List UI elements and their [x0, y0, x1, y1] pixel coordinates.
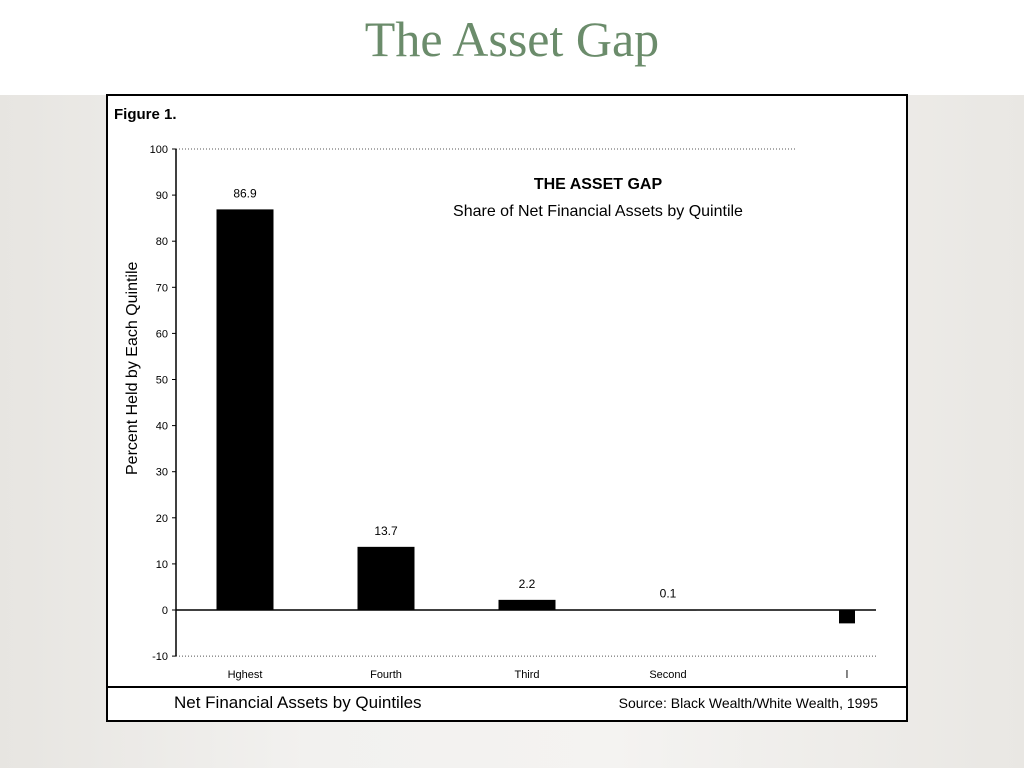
- figure-footer: Net Financial Assets by Quintiles Source…: [108, 686, 906, 720]
- x-axis-caption: Net Financial Assets by Quintiles: [174, 693, 422, 712]
- data-label: 13.7: [374, 524, 398, 538]
- x-tick-label: Fourth: [370, 669, 402, 681]
- y-tick-label: 40: [156, 421, 168, 433]
- y-tick-label: 20: [156, 513, 168, 525]
- figure-panel: Figure 1. Percent Held by Each Quintile …: [106, 94, 908, 722]
- x-tick-label: l: [846, 669, 848, 681]
- bar-highest: [216, 209, 274, 610]
- x-tick-label: Third: [514, 669, 539, 681]
- bar-fourth: [357, 546, 415, 610]
- y-tick-label: 80: [156, 236, 168, 248]
- y-tick-label: -10: [152, 651, 168, 663]
- y-tick-label: 90: [156, 190, 168, 202]
- y-tick-label: 70: [156, 282, 168, 294]
- source-note: Source: Black Wealth/White Wealth, 1995: [618, 695, 878, 711]
- bar-second: [639, 609, 697, 611]
- data-label: 2.2: [519, 577, 536, 591]
- figure-label: Figure 1.: [114, 106, 177, 123]
- data-label: 86.9: [233, 186, 257, 200]
- bar-third: [498, 599, 556, 610]
- y-tick-label: 10: [156, 559, 168, 571]
- x-tick-label: Hghest: [228, 669, 263, 681]
- y-tick-label: 100: [150, 144, 168, 156]
- y-tick-label: 0: [162, 605, 168, 617]
- bar-lowest: [839, 610, 855, 624]
- slide-header-background: [0, 0, 1024, 95]
- chart-subtitle: Share of Net Financial Assets by Quintil…: [453, 203, 743, 220]
- data-label: 0.1: [660, 587, 677, 601]
- y-tick-label: 30: [156, 467, 168, 479]
- chart-title: THE ASSET GAP: [533, 176, 663, 193]
- y-tick-label: 60: [156, 328, 168, 340]
- bar-chart: -10 0 10 20 30 40 50 60 70 80 90 100 86.9 Hghest 13.7 F…: [150, 144, 876, 681]
- y-tick-label: 50: [156, 375, 168, 387]
- x-tick-label: Second: [649, 669, 686, 681]
- slide-title: The Asset Gap: [364, 11, 660, 67]
